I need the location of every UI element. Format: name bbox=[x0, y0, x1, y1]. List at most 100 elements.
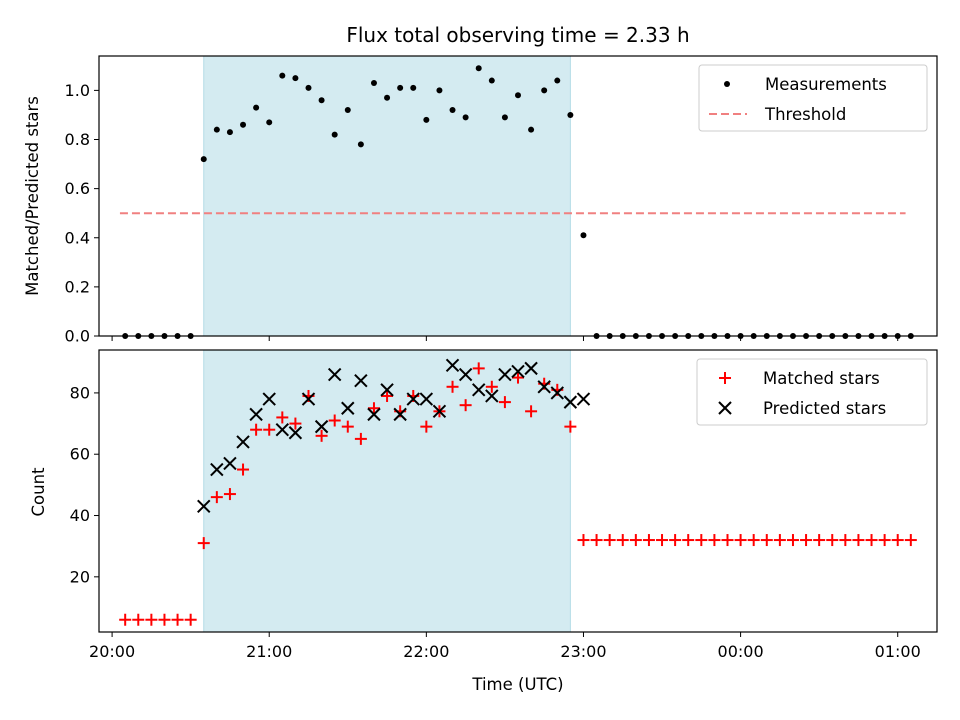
matched-star-point bbox=[800, 534, 813, 547]
matched-star-point bbox=[525, 405, 538, 418]
y-tick-label: 20 bbox=[70, 567, 90, 586]
measurement-point bbox=[384, 94, 391, 101]
matched-star-point bbox=[512, 371, 524, 384]
matched-star-point bbox=[786, 534, 799, 547]
measurement-point bbox=[344, 107, 351, 114]
measurement-point bbox=[331, 131, 338, 138]
predicted-star-point bbox=[380, 383, 394, 397]
top-shaded-span bbox=[203, 55, 571, 337]
matched-star-point bbox=[682, 534, 695, 547]
predicted-star-point bbox=[498, 367, 512, 382]
predicted-star-point bbox=[236, 435, 250, 449]
measurement-point bbox=[266, 119, 273, 126]
top-y-axis-label: Matched/Predicted stars bbox=[23, 96, 42, 296]
measurement-point bbox=[213, 126, 220, 133]
matched-star-point bbox=[354, 432, 367, 445]
matched-star-point bbox=[485, 380, 498, 393]
predicted-star-point bbox=[432, 404, 447, 419]
matched-star-point bbox=[276, 411, 289, 424]
predicted-star-point bbox=[563, 395, 578, 409]
legend-marker-plus bbox=[719, 372, 731, 384]
matched-star-point bbox=[656, 534, 669, 547]
matched-star-point bbox=[223, 488, 236, 501]
predicted-star-point bbox=[367, 407, 381, 422]
top-x-ticks bbox=[111, 336, 899, 341]
y-tick-label: 0.0 bbox=[65, 327, 90, 346]
predicted-star-point bbox=[314, 419, 329, 434]
matched-star-point bbox=[695, 534, 708, 547]
matched-star-point bbox=[250, 423, 263, 436]
legend-box bbox=[696, 358, 928, 426]
measurement-point bbox=[305, 84, 312, 91]
x-tick-label: 00:00 bbox=[718, 642, 764, 661]
measurement-point bbox=[410, 84, 417, 91]
matched-star-point bbox=[773, 534, 786, 547]
bottom-x-ticks: 20:00 21:00 22:00 23:00 00:00 01:00 bbox=[89, 632, 921, 661]
predicted-star-point bbox=[288, 426, 303, 440]
measurement-point bbox=[554, 77, 561, 84]
matched-star-point bbox=[341, 420, 354, 433]
legend-label: Predicted stars bbox=[763, 399, 886, 418]
measurement-point bbox=[226, 129, 233, 136]
bottom-y-ticks: 20 40 60 80 bbox=[70, 383, 99, 586]
measurement-point bbox=[475, 65, 482, 72]
matched-star-point bbox=[145, 613, 158, 626]
legend-label: Measurements bbox=[765, 75, 887, 94]
matched-star-point bbox=[446, 380, 459, 393]
matched-star-point bbox=[734, 534, 747, 547]
y-tick-label: 1.0 bbox=[65, 81, 90, 100]
matched-star-point bbox=[708, 534, 721, 547]
legend-marker-dot bbox=[724, 81, 730, 87]
matched-star-point bbox=[210, 491, 223, 504]
measurement-point bbox=[528, 126, 535, 133]
top-legend: Measurements Threshold bbox=[698, 64, 928, 132]
predicted-star-point bbox=[419, 392, 434, 406]
measurement-point bbox=[279, 72, 286, 79]
bottom-series-layer bbox=[119, 358, 917, 626]
bottom-x-axis-label: Time (UTC) bbox=[471, 675, 563, 694]
measurement-point bbox=[292, 75, 299, 82]
matched-star-point bbox=[891, 534, 904, 547]
legend-label: Threshold bbox=[764, 105, 846, 124]
predicted-star-point bbox=[197, 499, 211, 514]
matched-star-point bbox=[616, 534, 629, 547]
matched-star-point bbox=[328, 414, 341, 427]
measurement-point bbox=[423, 116, 430, 123]
matched-star-point bbox=[721, 534, 734, 547]
matched-star-point bbox=[564, 420, 577, 433]
matched-star-point bbox=[813, 534, 826, 547]
matched-star-point bbox=[577, 534, 590, 547]
predicted-star-point bbox=[249, 407, 263, 422]
predicted-star-point bbox=[511, 364, 525, 379]
matched-star-point bbox=[184, 613, 197, 626]
predicted-star-point bbox=[327, 367, 342, 382]
matched-star-point bbox=[171, 613, 184, 626]
legend-box bbox=[698, 64, 928, 132]
matched-star-point bbox=[878, 534, 891, 547]
matched-star-point bbox=[197, 537, 210, 550]
measurement-point bbox=[501, 114, 508, 121]
predicted-star-point bbox=[472, 383, 486, 397]
measurement-point bbox=[567, 111, 574, 118]
legend-label: Matched stars bbox=[763, 369, 880, 388]
x-tick-label: 21:00 bbox=[246, 642, 292, 661]
matched-star-point bbox=[839, 534, 852, 547]
measurement-point bbox=[580, 232, 587, 239]
top-panel: 0.0 0.2 0.4 0.6 0.8 1.0 Matched/Predicted sta… bbox=[23, 55, 938, 346]
measurement-point bbox=[200, 156, 207, 163]
matched-star-point bbox=[760, 534, 773, 547]
measurement-point bbox=[541, 87, 548, 94]
matched-star-point bbox=[826, 534, 839, 547]
predicted-star-point bbox=[550, 386, 564, 400]
matched-star-point bbox=[315, 429, 328, 442]
measurement-point bbox=[253, 104, 260, 111]
x-tick-label: 20:00 bbox=[89, 642, 135, 661]
predicted-star-point bbox=[576, 392, 591, 406]
legend-marker-x bbox=[718, 401, 732, 415]
y-tick-label: 80 bbox=[70, 383, 90, 402]
matched-star-point bbox=[629, 534, 642, 547]
measurement-point bbox=[462, 114, 469, 121]
matched-star-point bbox=[603, 534, 616, 547]
